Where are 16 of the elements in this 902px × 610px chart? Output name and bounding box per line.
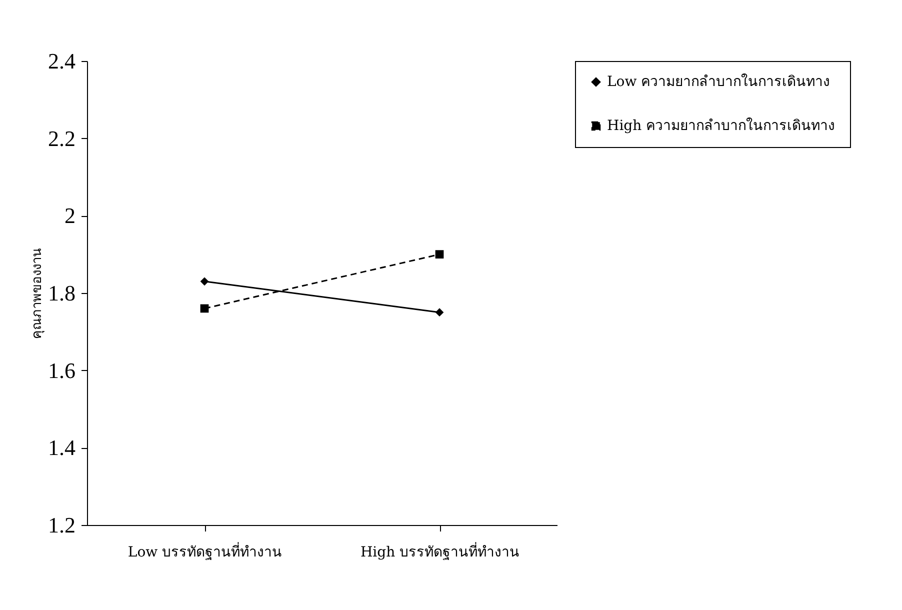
legend-label: High ความยากลำบากในการเดินทาง	[607, 117, 836, 134]
x-tick-label: High บรรทัดฐานที่ทำงาน	[360, 542, 520, 560]
x-tick-label: Low บรรทัดฐานที่ทำงาน	[128, 542, 282, 560]
y-tick-label: 1.2	[48, 512, 76, 538]
legend-label: Low ความยากลำบากในการเดินทาง	[607, 73, 830, 90]
y-tick-label: 2	[64, 203, 76, 228]
y-axis-title: คุณภาพของงาน	[30, 248, 45, 339]
point	[435, 308, 444, 317]
y-tick-label: 2.4	[48, 48, 76, 74]
point	[435, 250, 444, 259]
point	[200, 304, 209, 313]
y-tick-label: 1.4	[48, 435, 76, 460]
y-tick-label: 1.6	[48, 358, 76, 383]
y-tick-label: 1.8	[48, 280, 76, 306]
y-tick-label: 2.2	[48, 126, 76, 151]
point	[200, 277, 209, 286]
